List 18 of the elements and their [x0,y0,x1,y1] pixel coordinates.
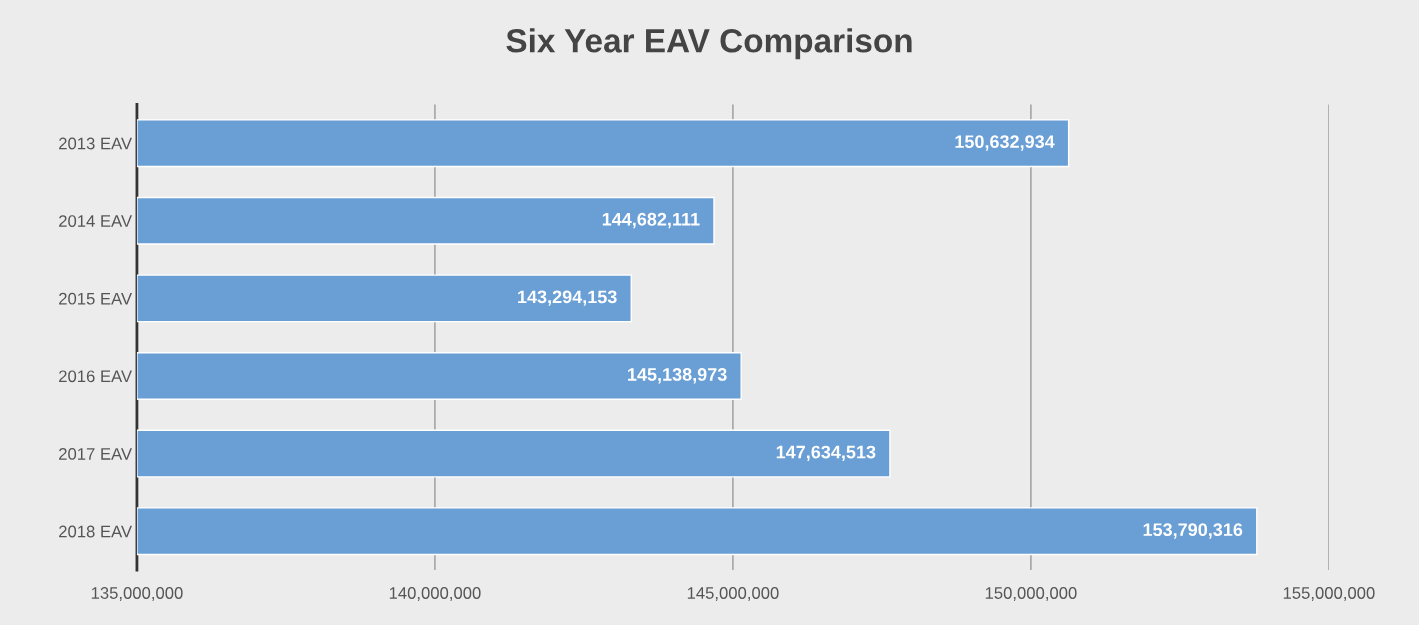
y-tick-label: 2014 EAV [59,215,132,227]
data-label: 144,682,111 [602,212,700,229]
y-tick-label: 2016 EAV [59,370,132,383]
data-label: 153,790,316 [1143,523,1243,539]
x-tick-label: 135,000,000 [91,587,183,601]
y-tick-label: 2018 EAV [59,525,132,538]
data-label: 150,632,934 [955,135,1055,151]
x-tick-label: 150,000,000 [985,587,1077,601]
y-tick-label: 2017 EAV [59,447,132,460]
data-label: 143,294,153 [518,290,617,306]
x-tick-label: 140,000,000 [389,587,481,601]
data-label: 147,634,513 [776,445,876,462]
x-tick-label: 145,000,000 [687,587,779,601]
chart-title: Six Year EAV Comparison [506,28,912,60]
y-tick-label: 2015 EAV [59,292,132,305]
y-tick-label: 2013 EAV [59,137,132,150]
x-tick-label: 155,000,000 [1283,587,1375,601]
data-label: 145,138,973 [628,368,727,384]
